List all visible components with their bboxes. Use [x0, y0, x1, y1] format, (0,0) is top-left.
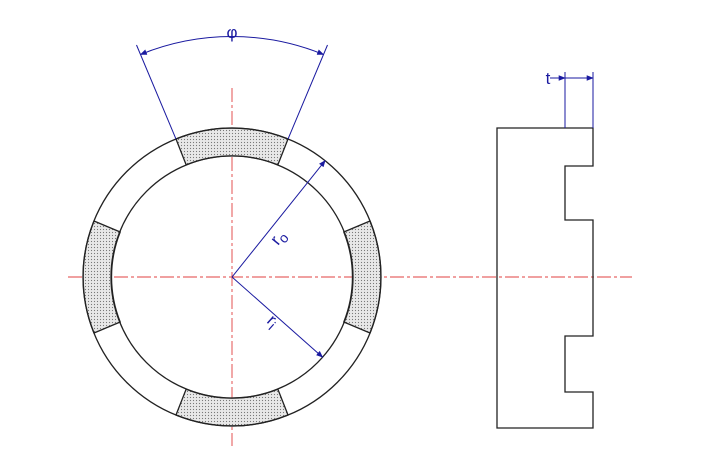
- phi-extension-left: [136, 44, 177, 140]
- ring-front-view: [82, 127, 382, 427]
- inner-circle: [110, 155, 354, 399]
- outer-circle: [82, 127, 382, 427]
- side-view-profile: [496, 127, 594, 429]
- phi-dimension-arc: [139, 36, 325, 55]
- phi-extension-right: [287, 44, 328, 140]
- phi-label: φ: [226, 23, 237, 42]
- dimensions: [136, 36, 594, 358]
- r-outer-leader: [231, 160, 326, 278]
- r-inner-leader: [231, 276, 324, 358]
- svg-text:ri: ri: [261, 311, 282, 333]
- t-label: t: [546, 69, 551, 88]
- centerlines: [68, 88, 632, 446]
- r-inner-label: ri: [261, 311, 282, 333]
